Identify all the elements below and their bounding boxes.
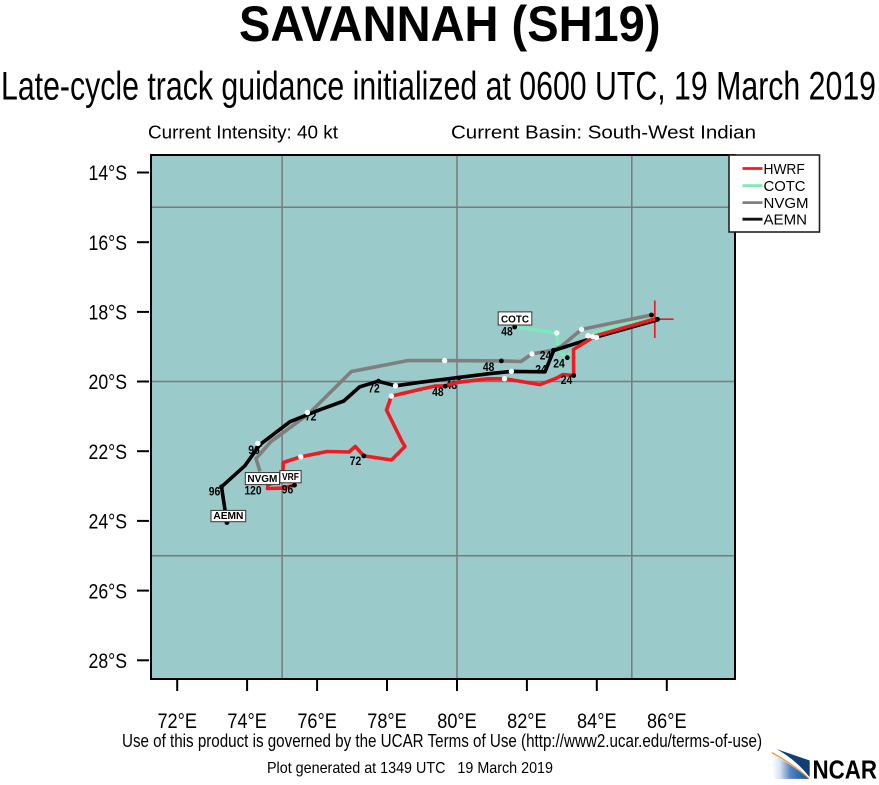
svg-text:76°E: 76°E (297, 709, 337, 733)
svg-text:Late-cycle track guidance init: Late-cycle track guidance initialized at… (1, 65, 876, 109)
svg-text:82°E: 82°E (507, 709, 547, 733)
svg-text:24: 24 (561, 375, 573, 387)
svg-text:28°S: 28°S (89, 650, 128, 673)
svg-text:72°E: 72°E (157, 709, 197, 733)
svg-text:14°S: 14°S (89, 162, 128, 185)
svg-text:24: 24 (540, 350, 552, 362)
svg-text:80°E: 80°E (437, 709, 477, 733)
svg-text:20°S: 20°S (89, 371, 128, 394)
svg-text:COTC: COTC (764, 179, 806, 195)
svg-text:48: 48 (432, 387, 444, 399)
svg-text:NVGM: NVGM (764, 196, 809, 212)
svg-text:Plot generated at 1349 UTC 1: Plot generated at 1349 UTC 19 March 2019 (267, 760, 553, 777)
svg-text:96: 96 (282, 484, 294, 496)
svg-text:26°S: 26°S (89, 580, 128, 603)
svg-text:24: 24 (553, 359, 565, 371)
svg-text:Current Intensity: 40 kt: Current Intensity: 40 kt (148, 123, 338, 143)
svg-text:SAVANNAH (SH19): SAVANNAH (SH19) (239, 0, 661, 52)
svg-text:Use of this product is governe: Use of this product is governed by the U… (122, 731, 762, 751)
svg-text:96: 96 (209, 486, 221, 498)
svg-text:NCAR: NCAR (813, 757, 878, 781)
svg-text:72: 72 (350, 456, 362, 468)
svg-text:Current Basin: South-West Indi: Current Basin: South-West Indian (451, 123, 756, 143)
svg-text:18°S: 18°S (89, 302, 128, 325)
svg-text:AEMN: AEMN (764, 213, 808, 229)
svg-text:72: 72 (368, 384, 380, 396)
svg-text:24°S: 24°S (89, 511, 128, 534)
svg-text:HWRF: HWRF (764, 162, 805, 178)
svg-text:84°E: 84°E (577, 709, 617, 733)
svg-text:48: 48 (483, 362, 495, 374)
svg-text:48: 48 (501, 326, 513, 338)
svg-text:COTC: COTC (501, 313, 529, 325)
svg-text:78°E: 78°E (367, 709, 407, 733)
svg-text:86°E: 86°E (647, 709, 687, 733)
svg-text:72: 72 (305, 412, 317, 424)
svg-text:16°S: 16°S (89, 232, 128, 255)
svg-text:VRF: VRF (282, 471, 299, 483)
svg-text:NVGM: NVGM (247, 473, 277, 485)
svg-text:22°S: 22°S (89, 441, 128, 464)
svg-text:74°E: 74°E (227, 709, 267, 733)
svg-text:AEMN: AEMN (213, 510, 243, 522)
svg-text:120: 120 (245, 486, 262, 498)
